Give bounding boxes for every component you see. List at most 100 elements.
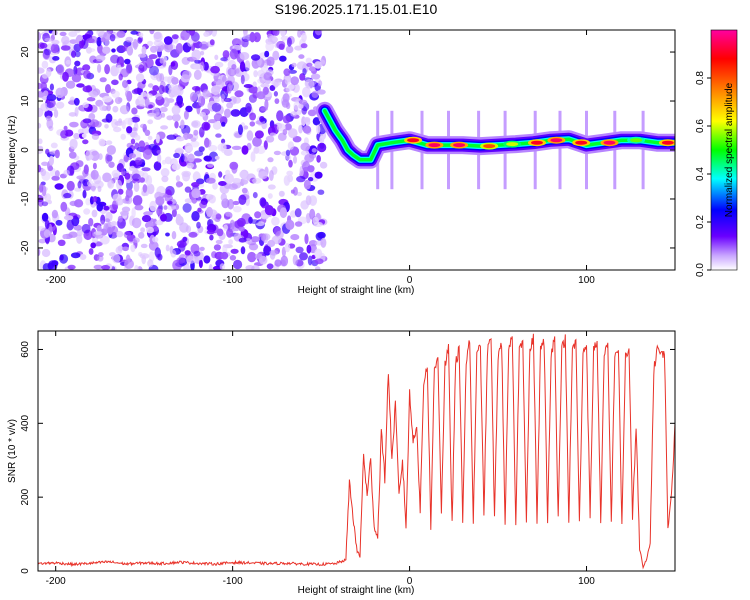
noise-speckle [148,104,153,109]
noise-speckle [105,140,113,145]
noise-speckle [85,198,91,206]
noise-speckle [93,264,103,270]
noise-speckle [245,102,252,113]
noise-speckle [137,37,143,44]
noise-speckle [193,64,203,70]
noise-speckle [259,197,267,207]
noise-speckle [212,182,218,190]
noise-speckle [147,259,154,268]
noise-speckle [215,239,223,245]
ridge-peak [575,140,588,145]
noise-speckle [317,142,327,153]
x-tick-label: 100 [578,576,595,587]
noise-speckle [214,61,224,68]
noise-speckle [180,30,190,41]
noise-speckle [269,132,277,137]
noise-speckle [122,80,128,88]
noise-speckle [220,93,226,103]
noise-speckle [171,231,177,240]
noise-speckle [100,220,105,226]
noise-speckle [74,30,81,34]
noise-speckle [267,239,276,248]
noise-speckle [224,173,234,184]
noise-speckle [60,130,69,139]
noise-speckle [124,259,134,269]
noise-speckle [311,148,317,153]
noise-speckle [97,44,103,54]
noise-speckle [229,219,235,230]
noise-speckle [170,249,177,258]
noise-speckle [314,258,324,265]
y-tick-label: 0 [20,147,31,153]
noise-speckle [74,60,81,67]
noise-speckle [130,138,136,145]
noise-speckle [309,208,316,220]
noise-speckle [187,39,194,47]
noise-speckle [130,30,139,35]
noise-speckle [97,185,102,193]
noise-speckle [175,136,185,142]
noise-speckle [252,177,262,184]
noise-speckle [303,179,311,190]
noise-speckle [145,93,153,98]
noise-speckle [171,198,177,205]
noise-speckle [211,85,221,96]
noise-speckle [175,147,184,154]
colorbar: 0.0 0.2 0.4 0.6 0.8 Normalized spectral ampl… [695,29,738,277]
colorbar-frame [710,29,738,271]
ridge-peak [661,140,674,145]
noise-speckle [227,67,237,77]
noise-speckle [230,248,239,254]
noise-speckle [66,180,75,192]
noise-speckle [62,234,67,240]
noise-speckle [152,236,159,243]
noise-speckle [74,187,82,192]
noise-speckle [73,132,80,140]
noise-speckle [304,233,309,245]
ridge-peak [453,143,466,148]
noise-speckle [160,168,170,177]
noise-speckle [292,186,298,196]
noise-speckle [153,161,162,171]
noise-speckle [61,35,70,45]
noise-speckle [285,219,295,230]
snr-x-label: Height of straight line (km) [298,585,415,596]
noise-speckle [52,56,60,61]
noise-speckle [314,171,323,179]
noise-speckle [55,170,60,178]
noise-speckle [166,115,174,121]
noise-speckle [66,219,75,231]
noise-speckle [155,92,163,101]
noise-speckle [93,230,103,236]
noise-speckle [285,86,292,92]
noise-speckle [189,30,195,36]
noise-speckle [199,112,206,117]
noise-speckle [92,162,97,170]
noise-speckle [104,64,110,75]
noise-speckle [258,171,268,180]
noise-speckle [299,99,308,105]
noise-speckle [278,43,285,50]
noise-speckle [109,34,116,42]
noise-speckle [286,37,292,47]
noise-speckle [80,119,88,129]
noise-speckle [55,219,63,226]
noise-speckle [241,145,249,155]
noise-speckle [41,201,49,207]
noise-speckle [182,171,191,182]
noise-speckle [128,153,136,159]
noise-speckle [218,181,227,186]
noise-speckle [167,76,172,85]
noise-speckle [119,105,130,115]
ridge-peak [506,142,519,147]
noise-speckle [73,97,80,106]
noise-speckle [196,103,201,115]
noise-speckle [88,90,98,97]
noise-speckle [126,126,133,134]
noise-speckle [71,73,82,83]
noise-speckle [199,201,208,209]
noise-speckle [156,206,163,217]
noise-speckle [100,37,106,43]
noise-speckle [284,243,291,253]
noise-speckle [302,68,307,76]
